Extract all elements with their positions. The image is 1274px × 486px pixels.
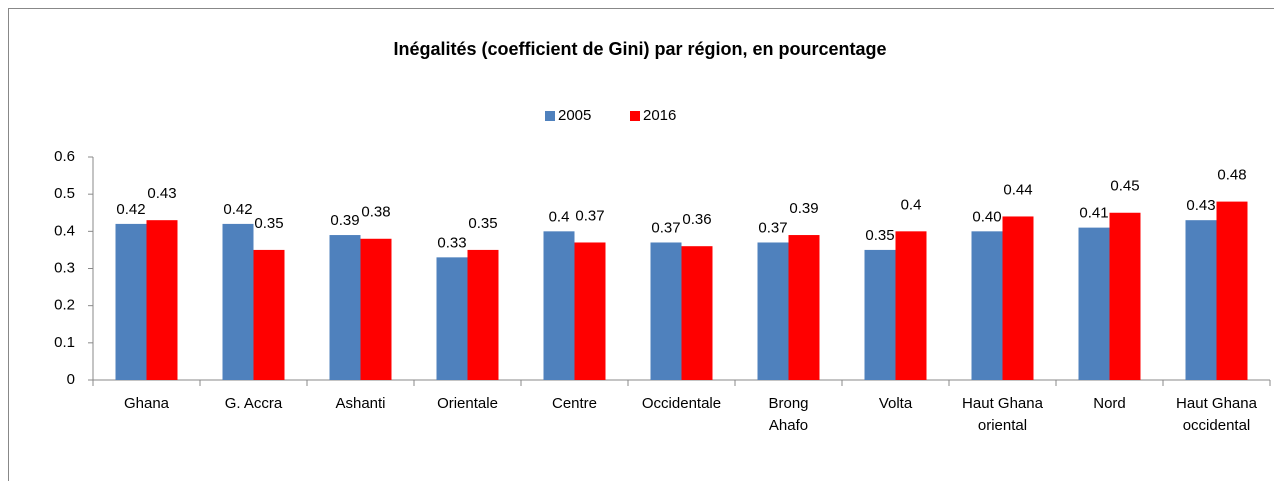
x-tick-label: Occidentale (642, 395, 721, 412)
y-tick-label: 0.3 (54, 259, 75, 276)
data-label: 0.37 (651, 219, 680, 236)
data-label: 0.43 (1186, 197, 1215, 214)
x-tick-label: Ashanti (335, 395, 385, 412)
bar (330, 235, 361, 380)
y-tick-label: 0.5 (54, 185, 75, 202)
bar (1003, 216, 1034, 380)
data-label: 0.42 (223, 201, 252, 218)
data-label: 0.4 (901, 196, 922, 213)
data-label: 0.40 (972, 208, 1001, 225)
bar (896, 231, 927, 380)
data-label: 0.45 (1110, 178, 1139, 195)
data-label: 0.38 (361, 204, 390, 221)
legend-swatch (630, 111, 640, 121)
bar (254, 250, 285, 380)
data-label: 0.33 (437, 234, 466, 251)
y-tick-label: 0 (67, 371, 75, 388)
data-label: 0.44 (1003, 181, 1032, 198)
bar (544, 231, 575, 380)
data-label: 0.37 (575, 207, 604, 224)
data-label: 0.4 (549, 208, 570, 225)
data-label: 0.43 (147, 185, 176, 202)
bar (865, 250, 896, 380)
data-label: 0.35 (254, 215, 283, 232)
bar (1110, 213, 1141, 380)
bar (1079, 228, 1110, 380)
x-tick-label: G. Accra (225, 395, 283, 412)
bar (789, 235, 820, 380)
bar (1186, 220, 1217, 380)
legend-swatch (545, 111, 555, 121)
x-tick-label: Ghana (124, 395, 170, 412)
data-label: 0.36 (682, 211, 711, 228)
data-label: 0.39 (789, 200, 818, 217)
x-tick-label: Volta (879, 395, 913, 412)
data-label: 0.35 (865, 227, 894, 244)
data-label: 0.39 (330, 212, 359, 229)
bar (223, 224, 254, 380)
bar (147, 220, 178, 380)
data-label: 0.35 (468, 215, 497, 232)
legend-label: 2016 (643, 107, 676, 124)
bar (682, 246, 713, 380)
data-label: 0.42 (116, 201, 145, 218)
y-tick-label: 0.1 (54, 334, 75, 351)
bar (361, 239, 392, 380)
chart-title: Inégalités (coefficient de Gini) par rég… (393, 39, 886, 59)
y-tick-label: 0.2 (54, 297, 75, 314)
bar (116, 224, 147, 380)
data-label: 0.41 (1079, 205, 1108, 222)
bar (758, 242, 789, 380)
y-tick-label: 0.6 (54, 148, 75, 165)
x-tick-label: Nord (1093, 395, 1126, 412)
bar (437, 257, 468, 380)
bar (972, 231, 1003, 380)
bar (651, 242, 682, 380)
data-label: 0.48 (1217, 167, 1246, 184)
data-label: 0.37 (758, 219, 787, 236)
bar (468, 250, 499, 380)
bar (1217, 202, 1248, 380)
x-tick-label: Centre (552, 395, 597, 412)
y-tick-label: 0.4 (54, 222, 75, 239)
legend-label: 2005 (558, 107, 591, 124)
bar (575, 242, 606, 380)
x-tick-label: Orientale (437, 395, 498, 412)
